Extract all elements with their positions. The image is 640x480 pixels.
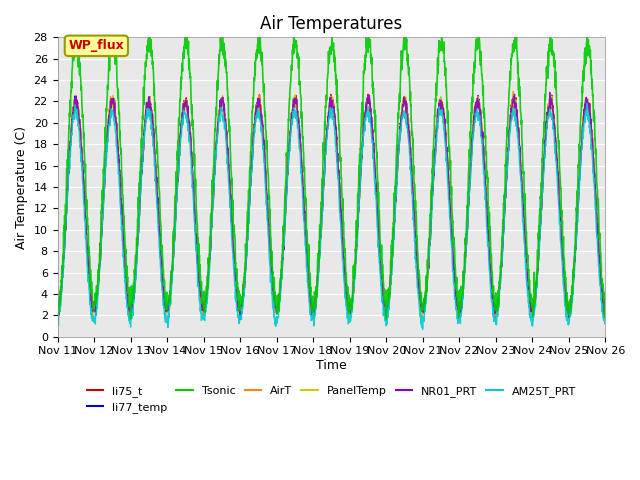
Legend: li75_t, li77_temp, Tsonic, AirT, PanelTemp, NR01_PRT, AM25T_PRT: li75_t, li77_temp, Tsonic, AirT, PanelTe… <box>83 381 580 418</box>
Title: Air Temperatures: Air Temperatures <box>260 15 403 33</box>
Text: WP_flux: WP_flux <box>68 39 124 52</box>
Y-axis label: Air Temperature (C): Air Temperature (C) <box>15 126 28 249</box>
X-axis label: Time: Time <box>316 359 347 372</box>
